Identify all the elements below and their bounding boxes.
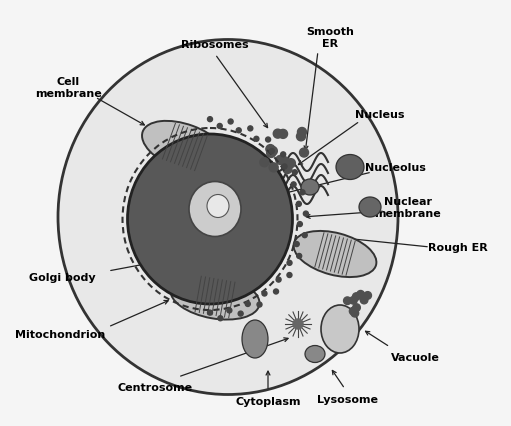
Circle shape: [227, 308, 232, 313]
Ellipse shape: [359, 198, 381, 218]
Ellipse shape: [171, 275, 260, 320]
Circle shape: [287, 261, 292, 266]
Circle shape: [297, 128, 307, 137]
Circle shape: [273, 289, 278, 294]
Ellipse shape: [128, 135, 292, 304]
Circle shape: [353, 293, 360, 301]
Ellipse shape: [189, 182, 241, 237]
Text: Cell
membrane: Cell membrane: [35, 77, 101, 98]
Circle shape: [292, 170, 297, 176]
Ellipse shape: [294, 231, 377, 277]
Circle shape: [238, 311, 243, 317]
Circle shape: [293, 319, 303, 329]
Circle shape: [343, 297, 351, 305]
Circle shape: [302, 233, 307, 238]
Text: Nucleolus: Nucleolus: [364, 163, 426, 173]
Circle shape: [286, 159, 295, 168]
Text: Nucleus: Nucleus: [355, 110, 405, 120]
Ellipse shape: [148, 234, 182, 265]
Circle shape: [245, 302, 250, 307]
Circle shape: [287, 273, 292, 278]
Circle shape: [278, 130, 288, 139]
Ellipse shape: [242, 320, 268, 358]
Circle shape: [218, 316, 223, 321]
Circle shape: [267, 149, 275, 158]
Ellipse shape: [207, 195, 229, 218]
Circle shape: [236, 129, 241, 133]
Circle shape: [364, 292, 371, 299]
Circle shape: [268, 147, 277, 156]
Circle shape: [296, 132, 306, 141]
Circle shape: [357, 291, 364, 298]
Circle shape: [351, 310, 359, 317]
Circle shape: [280, 157, 289, 166]
Circle shape: [353, 304, 360, 312]
Circle shape: [276, 156, 285, 165]
Ellipse shape: [58, 40, 398, 394]
Circle shape: [294, 242, 299, 247]
Text: Vacuole: Vacuole: [390, 352, 439, 362]
Circle shape: [300, 190, 305, 196]
Ellipse shape: [305, 345, 325, 363]
Circle shape: [207, 311, 213, 315]
Circle shape: [266, 145, 275, 154]
Circle shape: [217, 124, 222, 129]
Circle shape: [296, 202, 301, 207]
Circle shape: [254, 137, 259, 142]
Ellipse shape: [336, 155, 364, 180]
Text: Mitochondrion: Mitochondrion: [15, 329, 105, 339]
Circle shape: [260, 158, 269, 167]
Circle shape: [207, 118, 213, 122]
Circle shape: [291, 182, 296, 187]
Circle shape: [269, 149, 274, 154]
Circle shape: [360, 296, 368, 304]
Circle shape: [281, 153, 286, 158]
Ellipse shape: [321, 305, 359, 353]
Text: Ribosomes: Ribosomes: [181, 40, 249, 50]
Text: Cytoplasm: Cytoplasm: [235, 396, 301, 406]
Circle shape: [283, 165, 292, 174]
Text: Smooth
ER: Smooth ER: [306, 27, 354, 49]
Circle shape: [262, 291, 267, 296]
Circle shape: [228, 120, 233, 125]
Ellipse shape: [181, 222, 209, 246]
Circle shape: [282, 164, 287, 170]
Text: Lysosome: Lysosome: [317, 394, 379, 404]
Ellipse shape: [301, 180, 319, 196]
Circle shape: [269, 164, 278, 173]
Circle shape: [350, 297, 357, 305]
Circle shape: [273, 130, 282, 139]
Ellipse shape: [149, 183, 191, 216]
Circle shape: [299, 149, 309, 158]
Circle shape: [276, 277, 281, 282]
Text: Golgi body: Golgi body: [29, 272, 96, 282]
Circle shape: [248, 127, 253, 132]
Text: Rough ER: Rough ER: [428, 242, 488, 253]
Circle shape: [304, 212, 308, 216]
Ellipse shape: [142, 121, 228, 174]
Text: Nuclear
membrane: Nuclear membrane: [375, 197, 442, 218]
Circle shape: [266, 138, 271, 143]
Circle shape: [257, 302, 262, 307]
Circle shape: [297, 222, 303, 227]
Circle shape: [360, 294, 367, 301]
Circle shape: [297, 254, 301, 259]
Circle shape: [350, 308, 357, 315]
Text: Centrosome: Centrosome: [118, 382, 193, 392]
